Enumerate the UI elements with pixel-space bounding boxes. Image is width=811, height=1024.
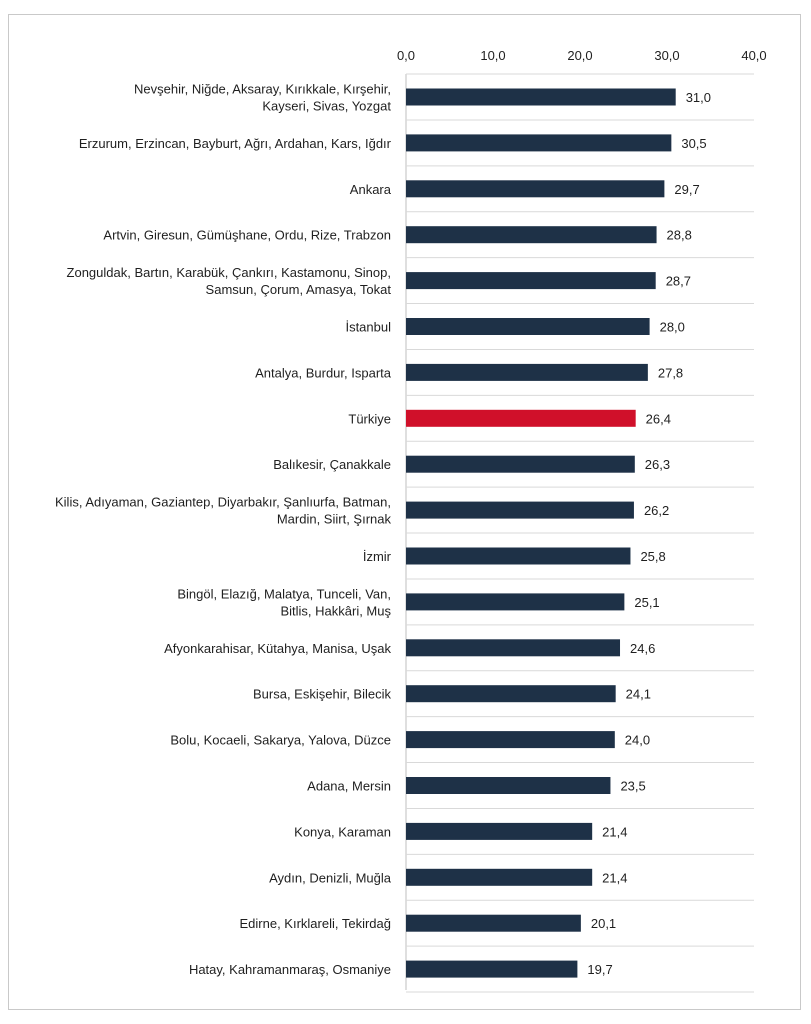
category-label: Hatay, Kahramanmaraş, Osmaniye (189, 962, 391, 977)
x-tick-label: 30,0 (654, 48, 679, 63)
category-label: Adana, Mersin (307, 779, 391, 794)
bar-highlight (406, 409, 636, 427)
data-label: 28,0 (660, 320, 685, 335)
bar (406, 777, 611, 794)
data-label: 21,4 (602, 870, 627, 885)
category-label: Bingöl, Elazığ, Malatya, Tunceli, Van, (177, 586, 391, 601)
bar (406, 501, 634, 519)
data-label: 21,4 (602, 824, 627, 839)
x-tick-label: 20,0 (567, 48, 592, 63)
category-label: Kayseri, Sivas, Yozgat (262, 99, 391, 114)
category-label: Ankara (350, 182, 392, 197)
category-label: Aydın, Denizli, Muğla (269, 870, 392, 885)
data-label: 28,7 (666, 274, 691, 289)
bar (406, 639, 621, 657)
data-label: 23,5 (620, 779, 645, 794)
category-label: Artvin, Giresun, Gümüşhane, Ordu, Rize, … (103, 228, 391, 243)
bar (406, 593, 625, 611)
bar (406, 685, 616, 703)
category-label: Nevşehir, Niğde, Aksaray, Kırıkkale, Kır… (134, 82, 391, 97)
data-label: 27,8 (658, 365, 683, 380)
category-label: Bolu, Kocaeli, Sakarya, Yalova, Düzce (170, 733, 391, 748)
category-label: Afyonkarahisar, Kütahya, Manisa, Uşak (164, 641, 391, 656)
category-label: Samsun, Çorum, Amasya, Tokat (206, 282, 392, 297)
category-label: Balıkesir, Çanakkale (273, 457, 391, 472)
bar (406, 180, 665, 198)
data-label: 26,4 (646, 411, 671, 426)
data-label: 29,7 (674, 182, 699, 197)
data-label: 24,0 (625, 733, 650, 748)
data-label: 24,6 (630, 641, 655, 656)
data-label: 26,2 (644, 503, 669, 518)
data-label: 25,1 (634, 595, 659, 610)
bar (406, 547, 631, 565)
category-label: Bursa, Eskişehir, Bilecik (253, 687, 391, 702)
data-label: 24,1 (626, 687, 651, 702)
bar (406, 88, 676, 106)
x-tick-label: 0,0 (397, 48, 415, 63)
bar (406, 868, 593, 886)
category-label: Konya, Karaman (294, 824, 391, 839)
bar (406, 960, 578, 978)
bar (406, 455, 635, 473)
category-label: İstanbul (345, 320, 391, 335)
bar (406, 363, 648, 381)
data-label: 19,7 (587, 962, 612, 977)
bar (406, 731, 615, 749)
bar (406, 272, 656, 290)
category-label: Mardin, Siirt, Şırnak (277, 512, 392, 527)
x-tick-label: 40,0 (741, 48, 766, 63)
category-label: Erzurum, Erzincan, Bayburt, Ağrı, Ardaha… (79, 136, 392, 151)
category-label: İzmir (363, 549, 392, 564)
data-label: 25,8 (640, 549, 665, 564)
category-label: Zonguldak, Bartın, Karabük, Çankırı, Kas… (67, 265, 391, 280)
category-label: Kilis, Adıyaman, Gaziantep, Diyarbakır, … (55, 495, 391, 510)
data-label: 28,8 (667, 228, 692, 243)
category-label: Bitlis, Hakkâri, Muş (280, 603, 391, 618)
category-label: Türkiye (348, 411, 391, 426)
bar (406, 226, 657, 244)
data-label: 31,0 (686, 90, 711, 105)
category-label: Antalya, Burdur, Isparta (255, 365, 392, 380)
data-label: 26,3 (645, 457, 670, 472)
bar (406, 822, 593, 840)
bar (406, 134, 672, 152)
chart-frame (8, 14, 801, 1010)
data-label: 30,5 (681, 136, 706, 151)
bar (406, 318, 650, 335)
data-label: 20,1 (591, 916, 616, 931)
x-tick-label: 10,0 (480, 48, 505, 63)
bar (406, 914, 581, 932)
category-label: Edirne, Kırklareli, Tekirdağ (240, 916, 392, 931)
